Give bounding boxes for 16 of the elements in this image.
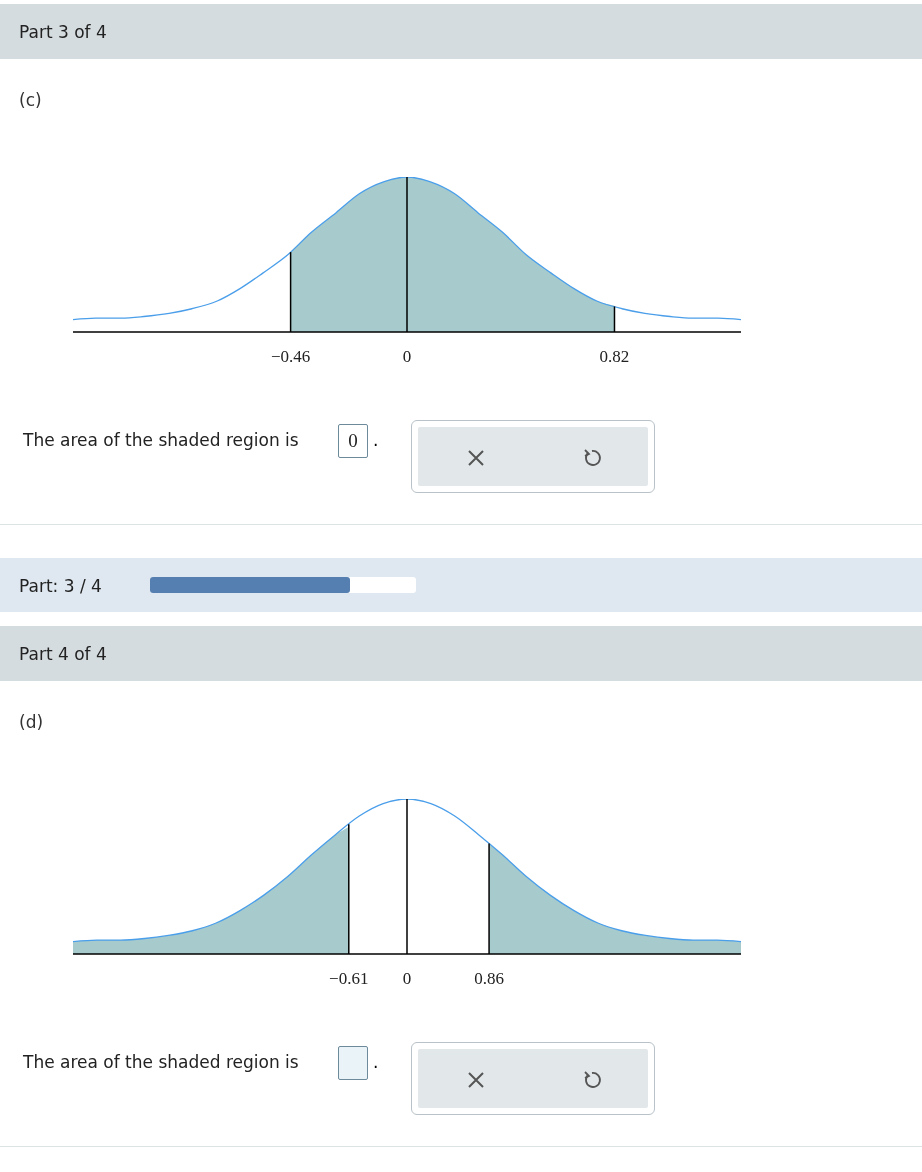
chart-title: Part 3 of 4 [19, 22, 107, 42]
chart-title: Part 4 of 4 [19, 644, 107, 664]
text: The area of the shaded region is [23, 1052, 299, 1072]
x-tick-label: 0.82 [599, 347, 630, 367]
x-tick-label: 0 [402, 969, 412, 989]
text: . [373, 1052, 379, 1072]
x-tick-label: −0.61 [329, 969, 369, 989]
text: Part: 3 / 4 [19, 576, 102, 596]
text: The area of the shaded region is [23, 430, 299, 450]
text: . [373, 430, 379, 450]
chart-subtitle: (d) [19, 712, 44, 732]
x-tick-label: 0 [402, 347, 412, 367]
x-tick-label: −0.46 [270, 347, 311, 367]
input-field: 0 [338, 424, 368, 458]
x-tick-label: 0.86 [474, 969, 504, 989]
chart-subtitle: (c) [19, 90, 42, 110]
